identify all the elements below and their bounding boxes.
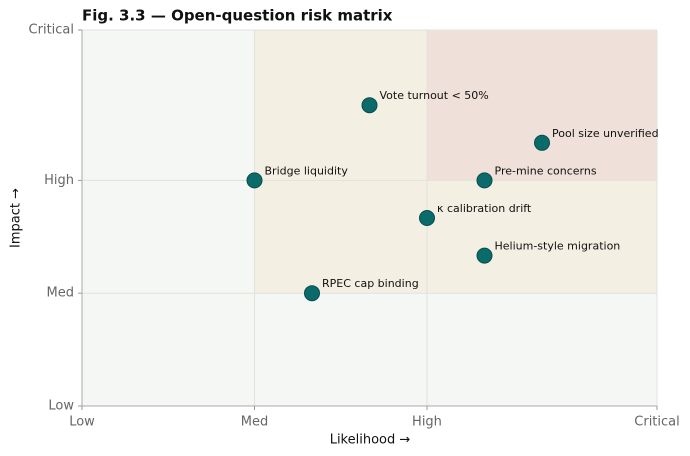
point-label: Helium-style migration (495, 240, 621, 253)
x-tick-label: Critical (634, 415, 679, 430)
point (361, 97, 378, 114)
point-label: RPEC cap binding (322, 277, 419, 290)
x-axis-label: Likelihood → (330, 433, 411, 448)
point (476, 247, 493, 264)
point (304, 285, 320, 302)
point-label: Bridge liquidity (265, 164, 349, 177)
point (476, 172, 493, 189)
chart-title: Fig. 3.3 — Open-question risk matrix (82, 7, 393, 25)
x-tick-label: Low (69, 415, 95, 430)
x-tick-label: Med (241, 415, 268, 430)
point (419, 210, 435, 226)
y-tick-label: Critical (29, 23, 74, 38)
point-label: Pre-mine concerns (495, 164, 597, 177)
point (534, 134, 550, 151)
y-tick-label: High (44, 173, 74, 188)
y-axis-label: Impact → (9, 188, 24, 248)
y-tick-label: Med (47, 286, 74, 301)
point-label: Vote turnout < 50% (380, 89, 489, 102)
point-label: Pool size unverified (552, 127, 659, 140)
y-tick-label: Low (48, 399, 74, 414)
x-tick-label: High (412, 415, 442, 430)
point (246, 172, 263, 189)
point-label: κ calibration drift (437, 202, 532, 215)
zone-high (427, 30, 657, 181)
